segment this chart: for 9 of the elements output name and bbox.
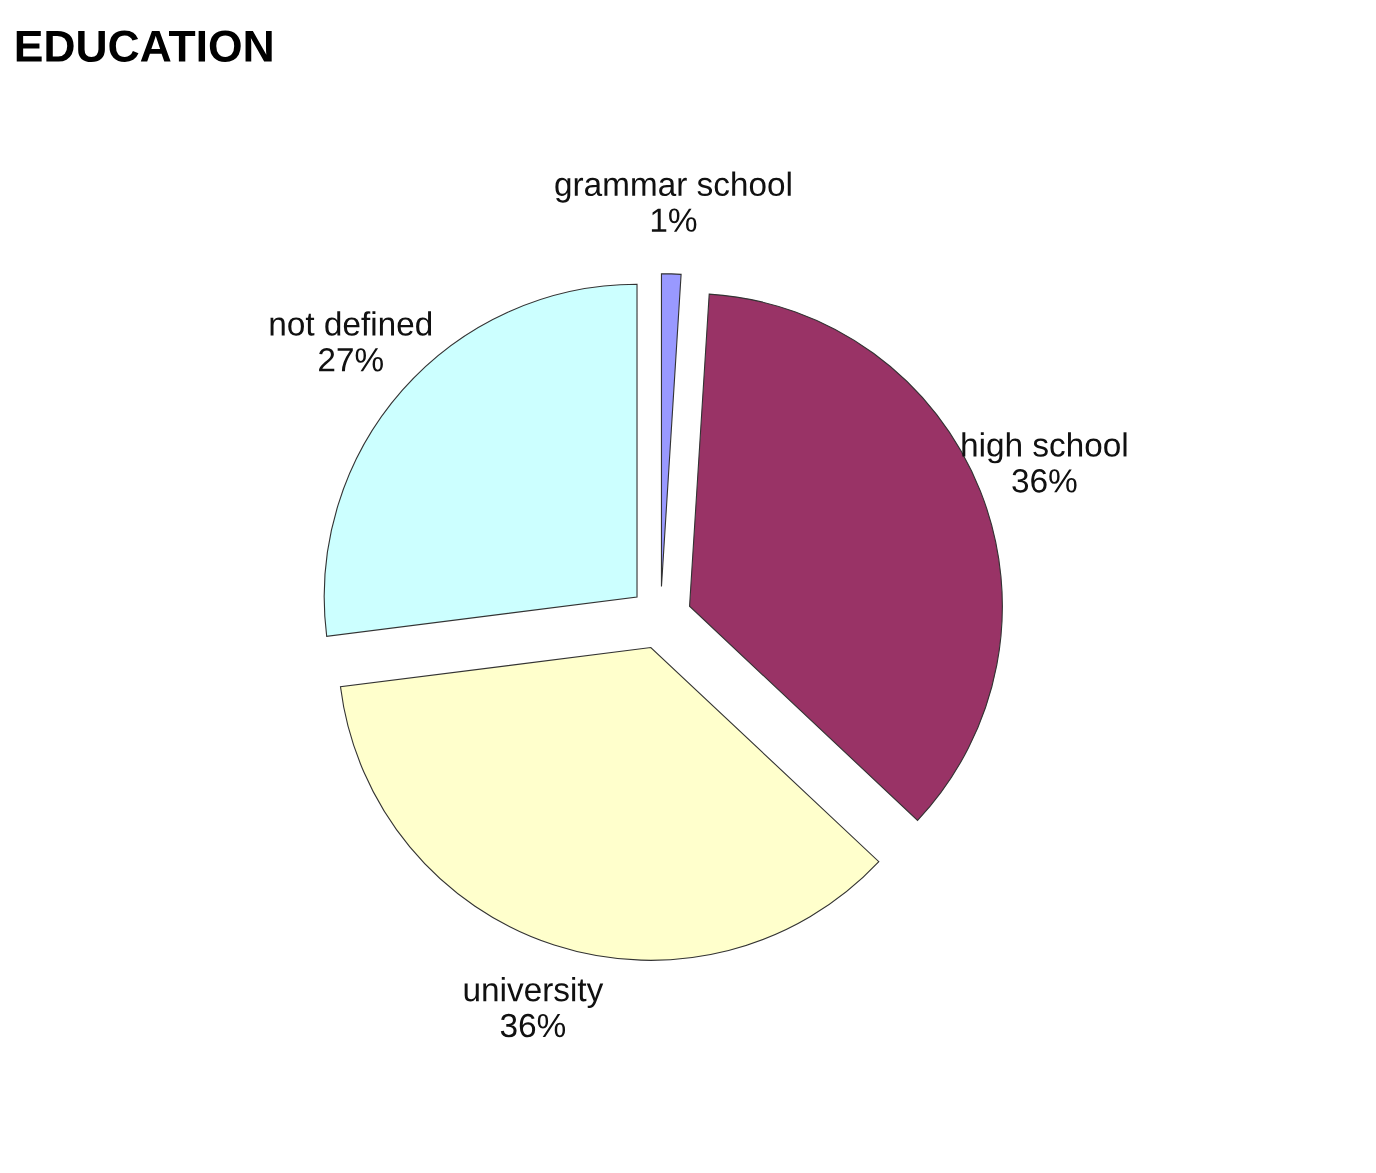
- data-label: 1%: [651, 208, 697, 232]
- data-label: 27%: [319, 348, 383, 372]
- data-label: 36%: [500, 1013, 566, 1038]
- slice-label: university: [464, 976, 604, 1009]
- slice-label: grammar school: [555, 171, 791, 203]
- data-label: 36%: [1012, 469, 1077, 493]
- chart-title: EDUCATION: [16, 30, 272, 62]
- slice-label: not defined: [270, 311, 432, 336]
- slice-label: high school: [962, 432, 1127, 464]
